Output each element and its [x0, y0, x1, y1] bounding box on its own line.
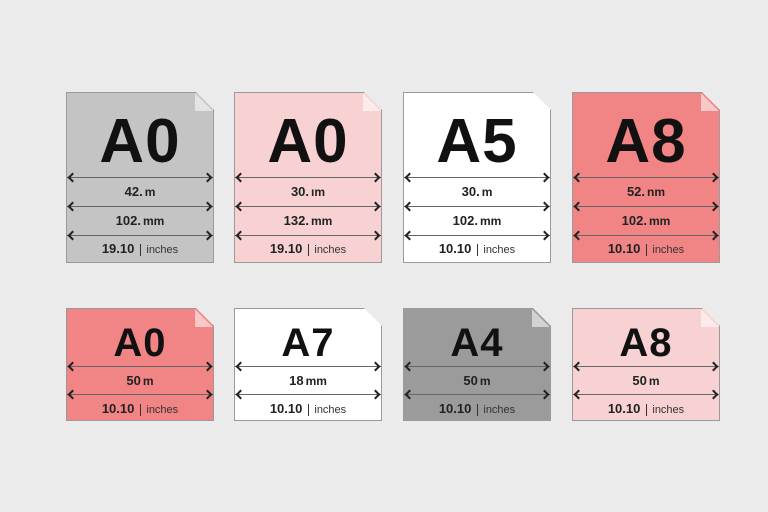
- dimension-arrow: [235, 177, 381, 178]
- paper-card-a0: A0 50 m 10.10 inches: [66, 308, 214, 421]
- paper-card-a8: A8 50 m 10.10 inches: [572, 308, 720, 421]
- dimension-arrow: [404, 235, 550, 236]
- dimension-value: 10.10: [101, 401, 135, 416]
- dimension-arrow: [235, 394, 381, 395]
- dimension-row: 10.10 inches: [67, 401, 213, 416]
- paper-size-label: A0: [267, 107, 349, 176]
- dimension-value: 50: [126, 373, 141, 388]
- dimension-unit: ım: [311, 185, 326, 199]
- dimension-value: 18: [289, 373, 304, 388]
- dimension-value: 10.10: [438, 401, 472, 416]
- dimension-unit: m: [479, 374, 491, 388]
- dimension-unit: mm: [648, 214, 671, 228]
- dimension-unit: m: [481, 185, 493, 199]
- dimension-row: 10.10 inches: [404, 401, 550, 416]
- dimension-row: 19.10 inches: [67, 241, 213, 256]
- dimension-value: 102.: [621, 213, 647, 228]
- dimension-arrow: [67, 235, 213, 236]
- dimension-value: 30.: [290, 184, 310, 199]
- paper-card-a7: A7 18 mm 10.10 inches: [234, 308, 382, 421]
- dimension-value: 132.: [283, 213, 309, 228]
- dimension-unit: m: [144, 185, 156, 199]
- dimension-value: 102.: [452, 213, 478, 228]
- dimension-row: 19.10 inches: [235, 241, 381, 256]
- dimension-arrow: [67, 394, 213, 395]
- dimension-unit: nm: [647, 185, 666, 199]
- dimension-row: 132. mm: [235, 213, 381, 228]
- dimension-row: 42. m: [67, 184, 213, 199]
- dimension-row: 10.10 inches: [573, 241, 719, 256]
- paper-size-label: A4: [450, 321, 504, 365]
- dimension-value: 42.: [124, 184, 143, 199]
- dimension-value: 50: [632, 373, 647, 388]
- paper-size-label: A0: [113, 321, 167, 365]
- paper-size-label: A8: [605, 107, 687, 176]
- dimension-unit: mm: [479, 214, 502, 228]
- dimension-row: 102. mm: [67, 213, 213, 228]
- dimension-arrow: [235, 206, 381, 207]
- dimension-arrow: [67, 206, 213, 207]
- dimension-unit: mm: [305, 374, 327, 388]
- dimension-arrow: [404, 177, 550, 178]
- paper-card-a5: A5 30. m 102. mm 10.10 inches: [403, 92, 551, 263]
- dimension-row: 10.10 inches: [235, 401, 381, 416]
- dimension-unit: inches: [646, 244, 684, 256]
- dimension-row: 10.10 inches: [573, 401, 719, 416]
- dimension-unit: inches: [140, 244, 178, 256]
- dimension-row: 50 m: [67, 373, 213, 388]
- dimension-arrow: [573, 177, 719, 178]
- dimension-arrow: [573, 235, 719, 236]
- paper-size-label: A7: [281, 321, 335, 365]
- dimension-arrow: [67, 177, 213, 178]
- paper-size-label: A8: [619, 321, 673, 365]
- dimension-unit: inches: [308, 404, 346, 416]
- dimension-unit: inches: [477, 404, 515, 416]
- dimension-unit: m: [648, 374, 660, 388]
- dimension-row: 102. mm: [573, 213, 719, 228]
- dimension-value: 52.: [626, 184, 646, 199]
- dimension-value: 19.10: [269, 241, 303, 256]
- dimension-value: 10.10: [438, 241, 472, 256]
- dimension-row: 52. nm: [573, 184, 719, 199]
- dimension-arrow: [235, 366, 381, 367]
- dimension-row: 30. ım: [235, 184, 381, 199]
- dimension-row: 50 m: [573, 373, 719, 388]
- dimension-arrow: [404, 206, 550, 207]
- dimension-value: 30.: [461, 184, 480, 199]
- dimension-value: 10.10: [269, 401, 303, 416]
- paper-size-label: A5: [436, 107, 518, 176]
- dimension-unit: inches: [477, 244, 515, 256]
- dimension-value: 10.10: [607, 241, 641, 256]
- paper-card-a0: A0 30. ım 132. mm 19.10 inches: [234, 92, 382, 263]
- dimension-unit: mm: [310, 214, 333, 228]
- dimension-row: 10.10 inches: [404, 241, 550, 256]
- dimension-unit: m: [142, 374, 154, 388]
- dimension-arrow: [235, 235, 381, 236]
- dimension-arrow: [404, 394, 550, 395]
- dimension-arrow: [573, 366, 719, 367]
- dimension-arrow: [67, 366, 213, 367]
- dimension-value: 50: [463, 373, 478, 388]
- dimension-unit: inches: [140, 404, 178, 416]
- dimension-value: 10.10: [607, 401, 641, 416]
- dimension-value: 19.10: [101, 241, 135, 256]
- dimension-value: 102.: [115, 213, 141, 228]
- paper-card-a0: A0 42. m 102. mm 19.10 inches: [66, 92, 214, 263]
- paper-card-a8: A8 52. nm 102. mm 10.10 inches: [572, 92, 720, 263]
- dimension-unit: mm: [142, 214, 165, 228]
- dimension-row: 30. m: [404, 184, 550, 199]
- paper-size-label: A0: [99, 107, 181, 176]
- dimension-arrow: [573, 206, 719, 207]
- dimension-unit: inches: [646, 404, 684, 416]
- dimension-row: 50 m: [404, 373, 550, 388]
- dimension-row: 102. mm: [404, 213, 550, 228]
- dimension-arrow: [404, 366, 550, 367]
- dimension-row: 18 mm: [235, 373, 381, 388]
- dimension-arrow: [573, 394, 719, 395]
- paper-card-a4: A4 50 m 10.10 inches: [403, 308, 551, 421]
- dimension-unit: inches: [308, 244, 346, 256]
